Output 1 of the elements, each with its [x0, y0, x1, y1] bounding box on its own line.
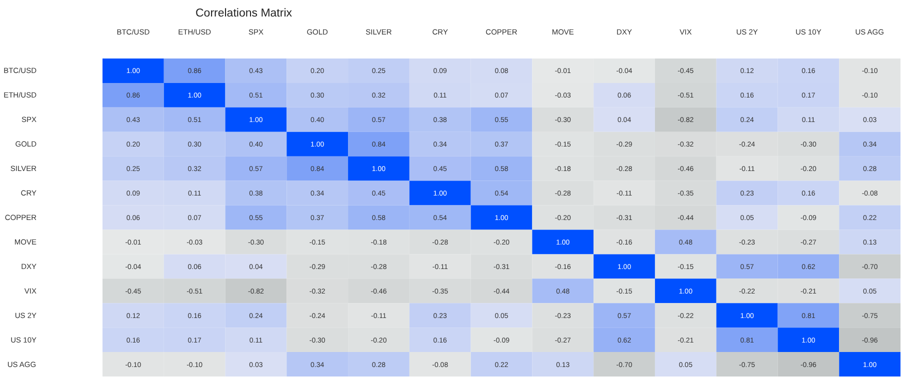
chart-title: Correlations Matrix	[196, 8, 292, 20]
